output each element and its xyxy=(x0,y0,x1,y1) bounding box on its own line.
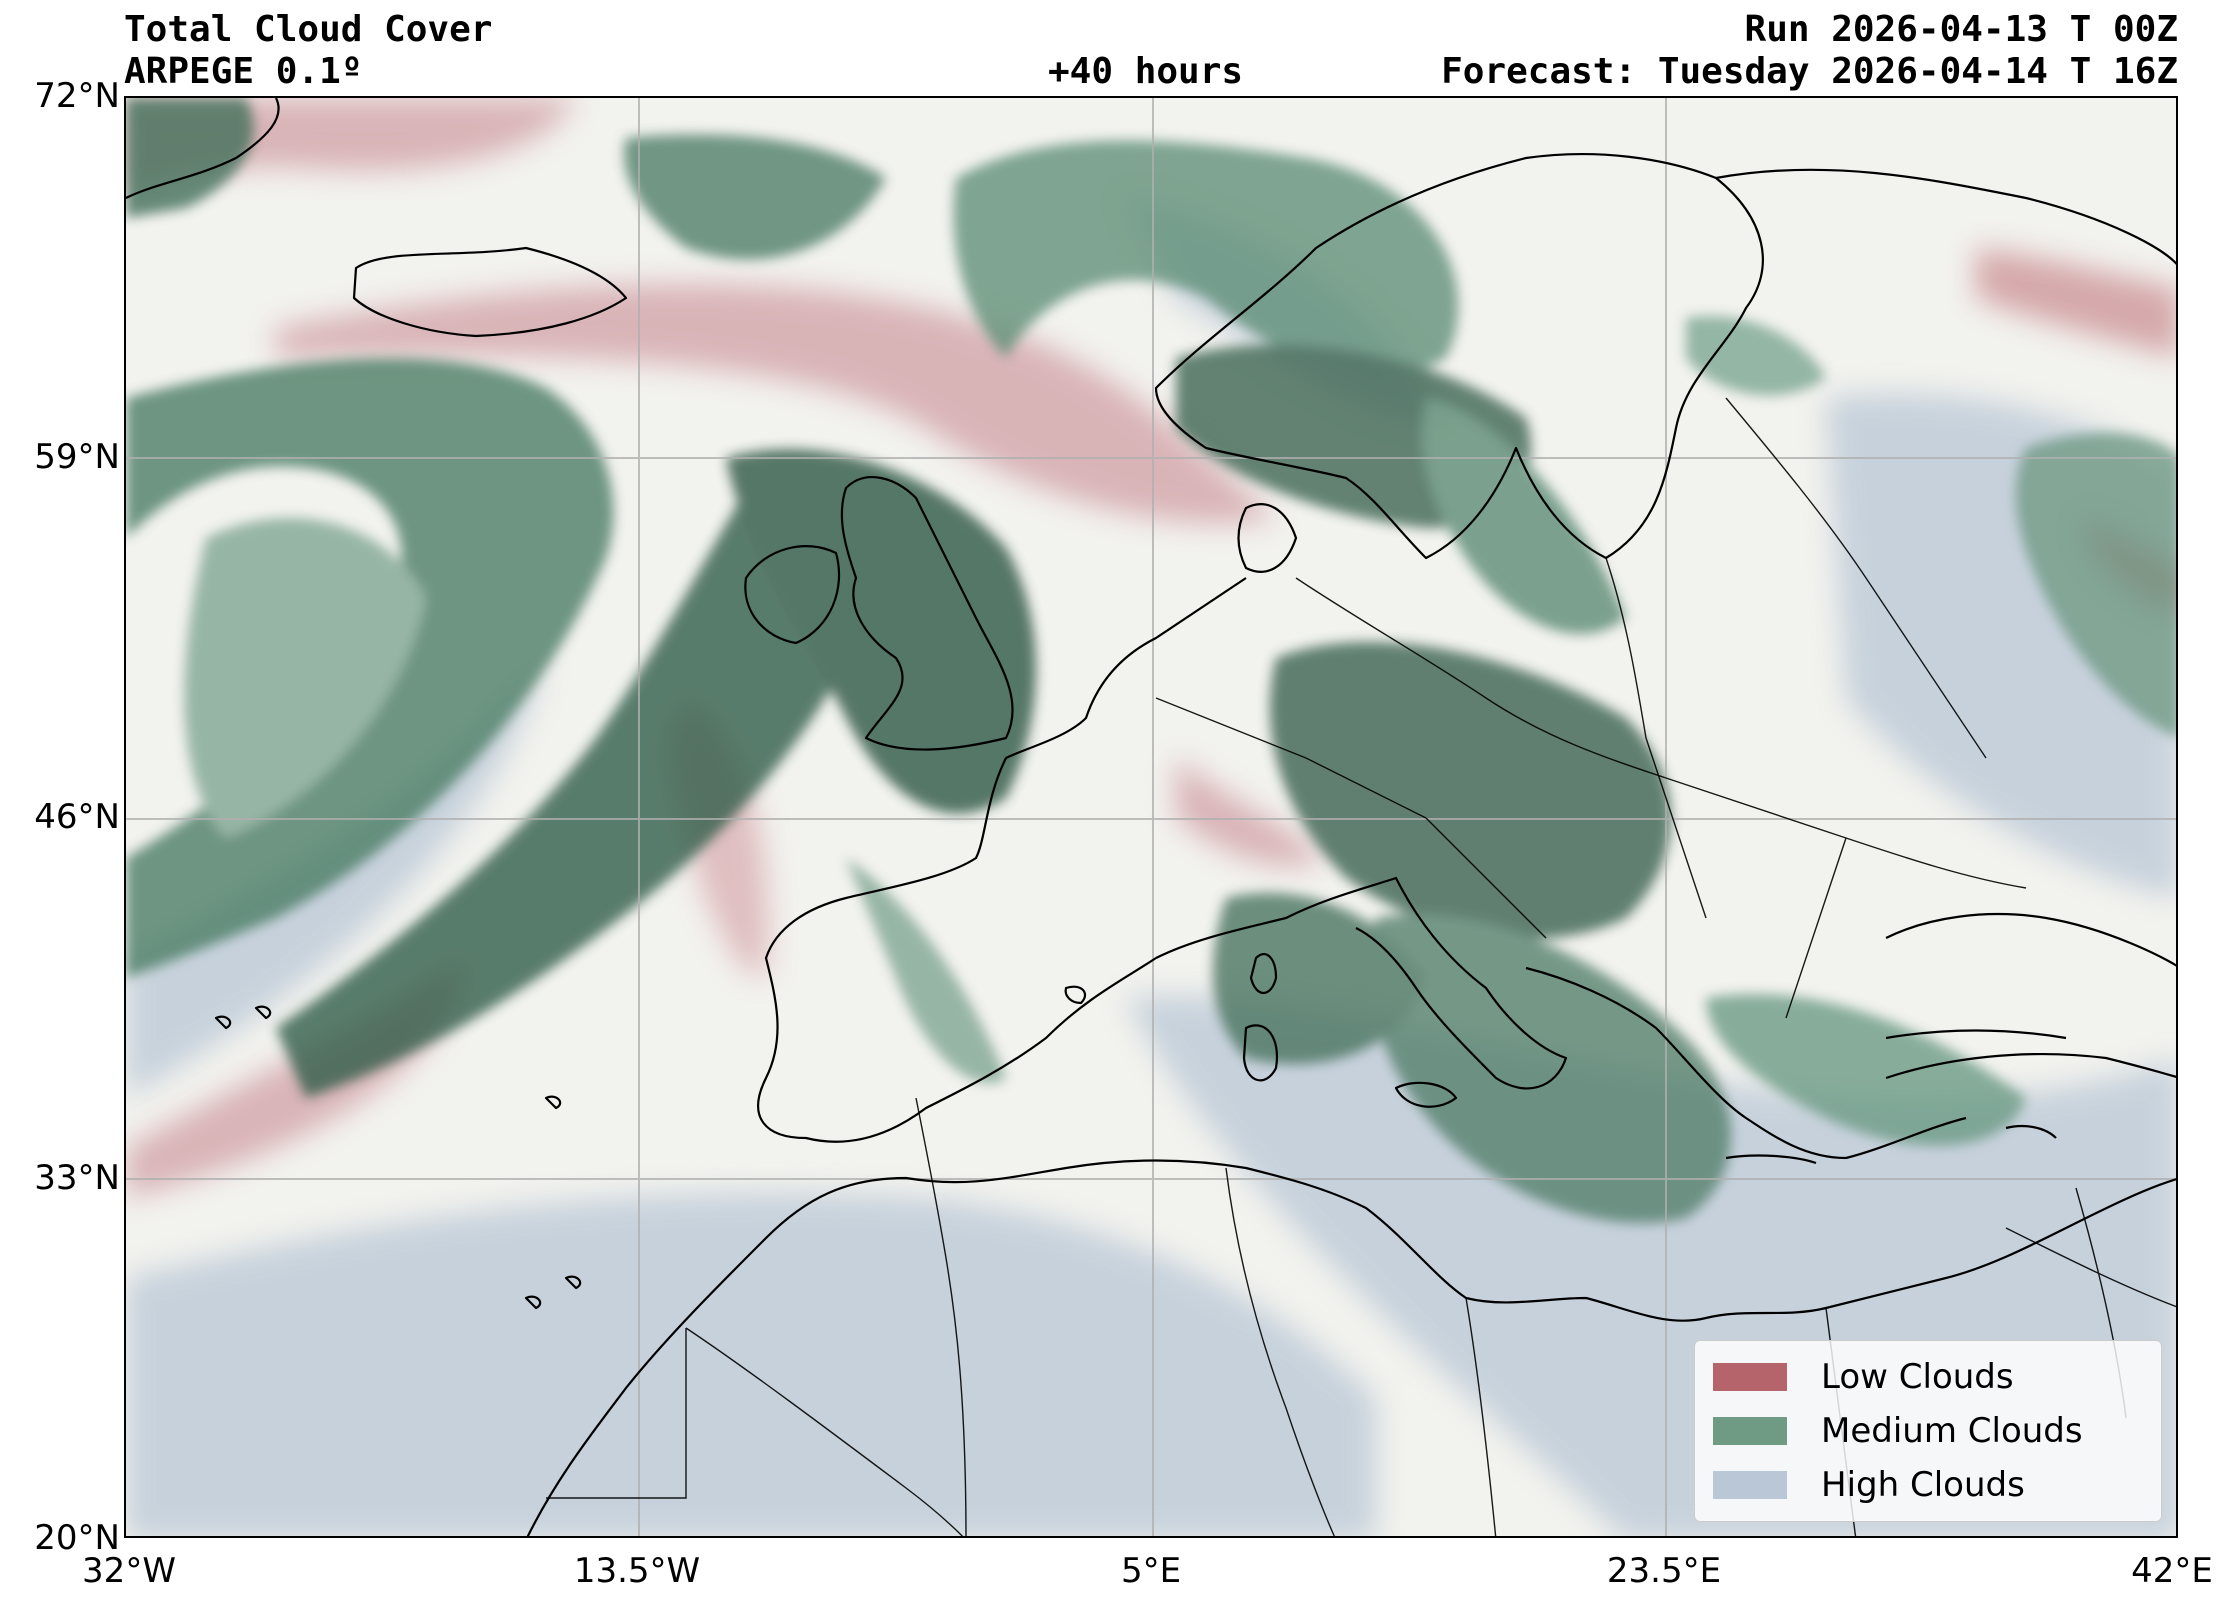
legend-label-low: Low Clouds xyxy=(1821,1357,2014,1397)
coastlines xyxy=(126,98,2176,1536)
legend-label-high: High Clouds xyxy=(1821,1465,2025,1505)
cloud-map-svg xyxy=(126,98,2176,1536)
legend-swatch-high xyxy=(1713,1471,1787,1499)
legend-item-high: High Clouds xyxy=(1713,1463,2025,1507)
medium-clouds-layer xyxy=(126,98,2176,1224)
lead-time: +40 hours xyxy=(1048,51,1244,92)
lat-label-20n: 20°N xyxy=(34,1518,120,1558)
lat-label-46n: 46°N xyxy=(34,797,120,837)
forecast-time: Forecast: Tuesday 2026-04-14 T 16Z xyxy=(1441,51,2178,92)
lon-label-23-5e: 23.5°E xyxy=(1606,1551,1722,1591)
lat-label-72n: 72°N xyxy=(34,76,120,116)
lon-label-42e: 42°E xyxy=(2131,1551,2213,1591)
lon-label-5e: 5°E xyxy=(1120,1551,1182,1591)
legend: Low Clouds Medium Clouds High Clouds xyxy=(1694,1340,2162,1522)
borders xyxy=(546,397,2176,1536)
legend-item-medium: Medium Clouds xyxy=(1713,1409,2083,1453)
run-time: Run 2026-04-13 T 00Z xyxy=(1744,9,2178,50)
map-panel xyxy=(124,96,2178,1538)
map-title: Total Cloud Cover xyxy=(124,9,493,50)
lon-label-32w: 32°W xyxy=(82,1551,176,1591)
lat-label-33n: 33°N xyxy=(34,1158,120,1198)
graticule xyxy=(126,98,2176,1536)
legend-item-low: Low Clouds xyxy=(1713,1355,2014,1399)
legend-swatch-low xyxy=(1713,1363,1787,1391)
model-name: ARPEGE 0.1º xyxy=(124,51,363,92)
lon-label-13-5w: 13.5°W xyxy=(573,1551,701,1591)
lat-label-59n: 59°N xyxy=(34,437,120,477)
legend-swatch-medium xyxy=(1713,1417,1787,1445)
legend-label-medium: Medium Clouds xyxy=(1821,1411,2083,1451)
